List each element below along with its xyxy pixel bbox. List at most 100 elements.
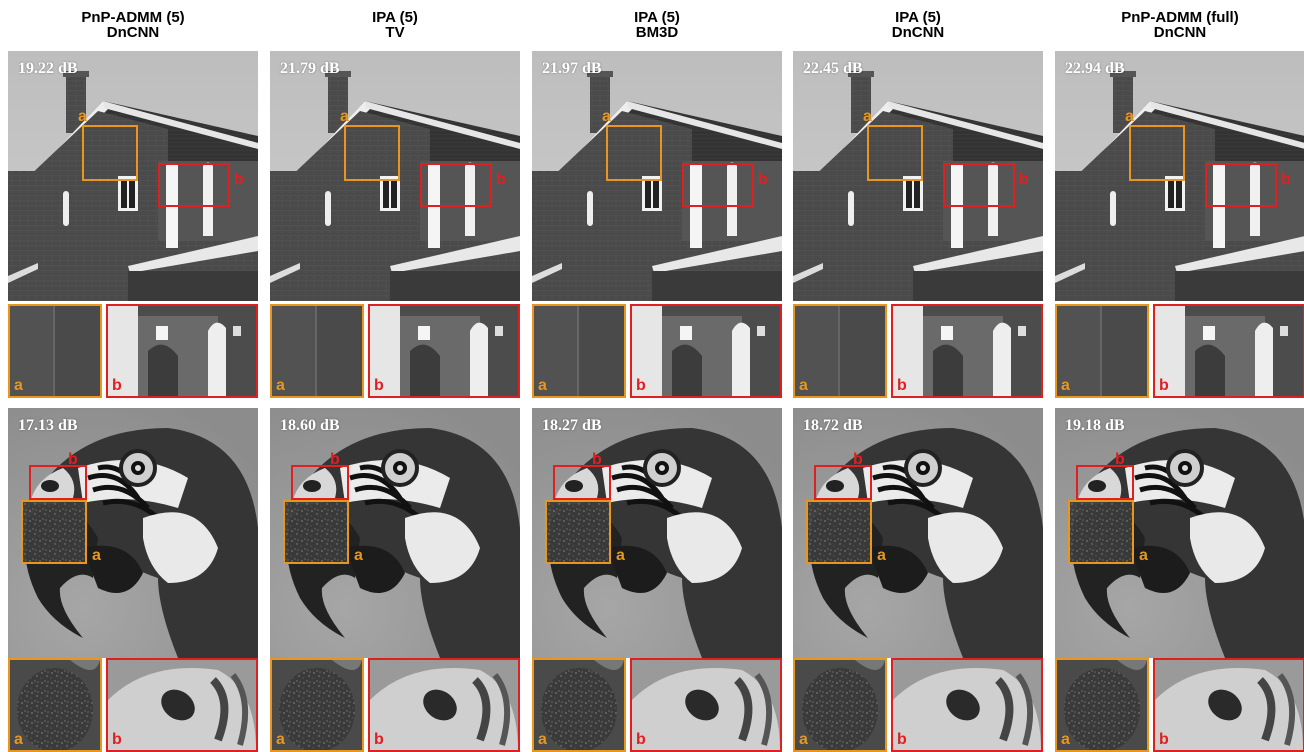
svg-text:a: a bbox=[602, 108, 611, 125]
zoom-label-b: b bbox=[636, 731, 646, 748]
svg-text:a: a bbox=[1125, 108, 1134, 125]
column-title: IPA (5) TV bbox=[270, 10, 520, 40]
svg-text:b: b bbox=[68, 451, 78, 468]
house-zoom-b: b bbox=[106, 304, 258, 398]
zoom-label-b: b bbox=[897, 377, 907, 394]
house-zoom-a: a bbox=[270, 304, 364, 398]
parrot-scene: a b bbox=[532, 408, 782, 658]
column-4: IPA (5) DnCNN a b 22.45 dB a b bbox=[793, 0, 1043, 752]
zoom-label-a: a bbox=[276, 377, 285, 394]
column-3: IPA (5) BM3D a b 21.97 dB a b bbox=[532, 0, 782, 752]
house-psnr: 21.97 dB bbox=[542, 60, 602, 77]
parrot-image: a b bbox=[1055, 408, 1304, 658]
parrot-zoom-b: b bbox=[106, 658, 258, 752]
zoom-label-b: b bbox=[1159, 731, 1169, 748]
parrot-psnr: 18.60 dB bbox=[280, 417, 340, 434]
parrot-zoom-a-scene bbox=[272, 660, 362, 750]
zoom-label-a: a bbox=[276, 731, 285, 748]
zoom-label-a: a bbox=[538, 731, 547, 748]
house-zoom-b-scene bbox=[893, 306, 1041, 396]
parrot-image: a b bbox=[793, 408, 1043, 658]
house-image: a b bbox=[1055, 51, 1304, 301]
house-zoom-a-scene bbox=[795, 306, 885, 396]
zoom-label-b: b bbox=[1159, 377, 1169, 394]
zoom-label-b: b bbox=[112, 377, 122, 394]
house-zoom-b: b bbox=[891, 304, 1043, 398]
method-name: IPA (5) bbox=[372, 9, 418, 26]
parrot-psnr: 18.72 dB bbox=[803, 417, 863, 434]
house-image: a b bbox=[270, 51, 520, 301]
house-zoom-a-scene bbox=[534, 306, 624, 396]
house-image: a b bbox=[8, 51, 258, 301]
parrot-zoom-a-scene bbox=[1057, 660, 1147, 750]
house-scene: a b bbox=[8, 51, 258, 301]
parrot-scene: a b bbox=[8, 408, 258, 658]
method-name: PnP-ADMM (full) bbox=[1121, 9, 1239, 26]
denoiser-name: BM3D bbox=[635, 24, 679, 41]
zoom-label-b: b bbox=[374, 731, 384, 748]
parrot-zoom-b-scene bbox=[893, 660, 1041, 750]
zoom-label-b: b bbox=[897, 731, 907, 748]
parrot-image: a b bbox=[270, 408, 520, 658]
house-zoom-b-scene bbox=[370, 306, 518, 396]
method-name: IPA (5) bbox=[895, 9, 941, 26]
parrot-psnr: 18.27 dB bbox=[542, 417, 602, 434]
denoiser-name: DnCNN bbox=[1153, 24, 1207, 41]
house-psnr: 21.79 dB bbox=[280, 60, 340, 77]
svg-text:b: b bbox=[496, 171, 506, 188]
zoom-label-a: a bbox=[799, 377, 808, 394]
parrot-psnr: 17.13 dB bbox=[18, 417, 78, 434]
house-zoom-b-scene bbox=[632, 306, 780, 396]
column-title: IPA (5) DnCNN bbox=[793, 10, 1043, 40]
denoiser-name: TV bbox=[385, 24, 405, 41]
column-title: PnP-ADMM (full) DnCNN bbox=[1055, 10, 1304, 40]
zoom-label-a: a bbox=[1061, 731, 1070, 748]
parrot-zoom-b-scene bbox=[370, 660, 518, 750]
house-psnr: 22.94 dB bbox=[1065, 60, 1125, 77]
house-zoom-b-scene bbox=[1155, 306, 1303, 396]
svg-text:a: a bbox=[863, 108, 872, 125]
parrot-image: a b bbox=[8, 408, 258, 658]
zoom-label-b: b bbox=[112, 731, 122, 748]
column-title: PnP-ADMM (5) DnCNN bbox=[8, 10, 258, 40]
parrot-zoom-a-scene bbox=[795, 660, 885, 750]
house-zoom-a-scene bbox=[272, 306, 362, 396]
parrot-zoom-b: b bbox=[630, 658, 782, 752]
svg-text:a: a bbox=[1139, 547, 1148, 564]
svg-text:a: a bbox=[354, 547, 363, 564]
house-psnr: 19.22 dB bbox=[18, 60, 78, 77]
parrot-zoom-b: b bbox=[1153, 658, 1304, 752]
house-zoom-b: b bbox=[1153, 304, 1304, 398]
parrot-zoom-a: a bbox=[532, 658, 626, 752]
house-image: a b bbox=[532, 51, 782, 301]
parrot-image: a b bbox=[532, 408, 782, 658]
house-zoom-b: b bbox=[368, 304, 520, 398]
house-zoom-a: a bbox=[8, 304, 102, 398]
method-name: IPA (5) bbox=[634, 9, 680, 26]
house-zoom-a-scene bbox=[1057, 306, 1147, 396]
parrot-zoom-a-scene bbox=[534, 660, 624, 750]
parrot-scene: a b bbox=[793, 408, 1043, 658]
zoom-label-a: a bbox=[14, 377, 23, 394]
house-scene: a b bbox=[270, 51, 520, 301]
zoom-label-b: b bbox=[374, 377, 384, 394]
parrot-zoom-a: a bbox=[1055, 658, 1149, 752]
house-scene: a b bbox=[1055, 51, 1304, 301]
method-name: PnP-ADMM (5) bbox=[81, 9, 185, 26]
parrot-scene: a b bbox=[270, 408, 520, 658]
parrot-zoom-b-scene bbox=[108, 660, 256, 750]
zoom-label-a: a bbox=[14, 731, 23, 748]
house-image: a b bbox=[793, 51, 1043, 301]
svg-text:b: b bbox=[1019, 171, 1029, 188]
parrot-zoom-b: b bbox=[891, 658, 1043, 752]
svg-text:b: b bbox=[1115, 451, 1125, 468]
parrot-zoom-b-scene bbox=[1155, 660, 1303, 750]
svg-text:b: b bbox=[234, 171, 244, 188]
house-zoom-a: a bbox=[532, 304, 626, 398]
parrot-psnr: 19.18 dB bbox=[1065, 417, 1125, 434]
house-psnr: 22.45 dB bbox=[803, 60, 863, 77]
svg-text:a: a bbox=[92, 547, 101, 564]
parrot-zoom-b-scene bbox=[632, 660, 780, 750]
parrot-zoom-a: a bbox=[270, 658, 364, 752]
parrot-zoom-a: a bbox=[8, 658, 102, 752]
